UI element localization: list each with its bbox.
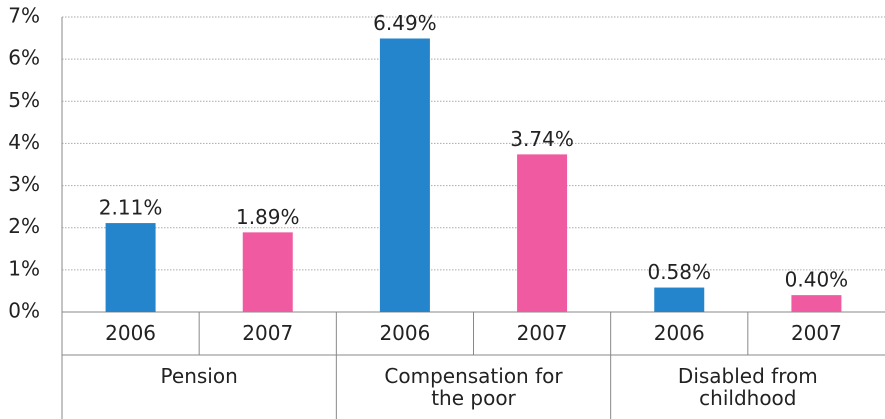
bar xyxy=(379,38,430,312)
x-tick-label: 2006 xyxy=(654,321,705,345)
y-tick-label: 1% xyxy=(8,256,40,280)
x-tick-label: 2006 xyxy=(379,321,430,345)
x-tick-label: 2006 xyxy=(105,321,156,345)
value-label: 1.89% xyxy=(236,205,300,229)
y-tick-label: 3% xyxy=(8,172,40,196)
x-tick-label: 2007 xyxy=(517,321,568,345)
value-label: 0.40% xyxy=(785,268,849,292)
value-label: 2.11% xyxy=(99,196,163,220)
bar xyxy=(105,223,156,312)
y-tick-label: 7% xyxy=(8,4,40,28)
value-label: 6.49% xyxy=(373,11,437,35)
y-tick-label: 6% xyxy=(8,46,40,70)
y-tick-label: 5% xyxy=(8,88,40,112)
y-tick-label: 4% xyxy=(8,130,40,154)
bar xyxy=(654,287,705,312)
value-label: 0.58% xyxy=(647,260,711,284)
group-label: Compensation for the poor xyxy=(384,364,563,410)
x-tick-label: 2007 xyxy=(791,321,842,345)
y-tick-label: 2% xyxy=(8,214,40,238)
group-label: Disabled from childhood xyxy=(677,364,818,410)
bar xyxy=(791,295,842,312)
bar xyxy=(242,232,293,312)
x-tick-label: 2007 xyxy=(242,321,293,345)
value-label: 3.74% xyxy=(510,127,574,151)
group-label: Pension xyxy=(160,364,238,388)
y-tick-label: 0% xyxy=(8,299,40,323)
bar xyxy=(517,154,568,312)
